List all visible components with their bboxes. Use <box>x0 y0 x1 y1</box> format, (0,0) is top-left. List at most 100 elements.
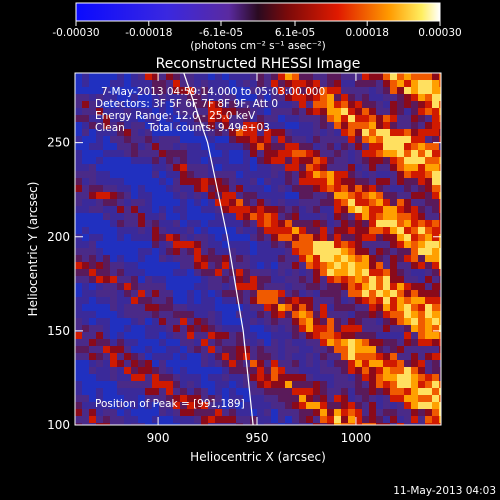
heatmap-cell <box>264 290 271 297</box>
heatmap-cell <box>124 283 131 290</box>
heatmap-cell <box>96 143 103 150</box>
heatmap-cell <box>166 171 173 178</box>
heatmap-cell <box>166 199 173 206</box>
heatmap-cell <box>117 192 124 199</box>
heatmap-cell <box>82 206 89 213</box>
heatmap-cell <box>327 346 334 353</box>
heatmap-cell <box>138 409 145 416</box>
heatmap-cell <box>152 416 159 423</box>
heatmap-cell <box>215 143 222 150</box>
heatmap-cell <box>369 304 376 311</box>
heatmap-cell <box>285 185 292 192</box>
heatmap-cell <box>439 80 441 87</box>
heatmap-cell <box>439 178 441 185</box>
heatmap-cell <box>173 360 180 367</box>
heatmap-cell <box>187 248 194 255</box>
heatmap-cell <box>432 423 439 425</box>
heatmap-cell <box>390 178 397 185</box>
heatmap-cell <box>82 129 89 136</box>
heatmap-cell <box>306 346 313 353</box>
heatmap-cell <box>187 129 194 136</box>
heatmap-cell <box>432 269 439 276</box>
heatmap-cell <box>341 157 348 164</box>
heatmap-cell <box>215 206 222 213</box>
heatmap-cell <box>229 409 236 416</box>
heatmap-cell <box>439 185 441 192</box>
heatmap-cell <box>299 325 306 332</box>
heatmap-cell <box>201 171 208 178</box>
heatmap-cell <box>138 192 145 199</box>
heatmap-cell <box>334 318 341 325</box>
heatmap-cell <box>117 220 124 227</box>
heatmap-cell <box>250 80 257 87</box>
heatmap-cell <box>89 367 96 374</box>
heatmap-cell <box>383 199 390 206</box>
heatmap-cell <box>166 136 173 143</box>
heatmap-cell <box>299 101 306 108</box>
heatmap-cell <box>222 276 229 283</box>
heatmap-cell <box>145 325 152 332</box>
heatmap-cell <box>236 178 243 185</box>
heatmap-cell <box>439 108 441 115</box>
heatmap-cell <box>145 192 152 199</box>
heatmap-cell <box>355 220 362 227</box>
heatmap-cell <box>145 381 152 388</box>
heatmap-cell <box>215 136 222 143</box>
heatmap-cell <box>285 80 292 87</box>
heatmap-cell <box>404 206 411 213</box>
footer-timestamp: 11-May-2013 04:03 <box>393 485 496 497</box>
heatmap-cell <box>320 353 327 360</box>
colorbar-units-label: (photons cm⁻² s⁻¹ asec⁻²) <box>190 40 325 52</box>
heatmap-cell <box>208 164 215 171</box>
heatmap-cell <box>208 325 215 332</box>
heatmap-cell <box>194 227 201 234</box>
heatmap-cell <box>194 178 201 185</box>
heatmap-cell <box>264 73 271 80</box>
heatmap-cell <box>236 416 243 423</box>
heatmap-cell <box>257 409 264 416</box>
heatmap-cell <box>264 143 271 150</box>
heatmap-cell <box>124 129 131 136</box>
heatmap-cell <box>306 255 313 262</box>
heatmap-cell <box>292 143 299 150</box>
heatmap-cell <box>180 283 187 290</box>
heatmap-cell <box>376 311 383 318</box>
heatmap-cell <box>320 206 327 213</box>
heatmap-cell <box>89 136 96 143</box>
heatmap-cell <box>250 395 257 402</box>
heatmap-cell <box>299 318 306 325</box>
heatmap-cell <box>145 290 152 297</box>
heatmap-cell <box>152 178 159 185</box>
heatmap-cell <box>250 388 257 395</box>
heatmap-cell <box>159 381 166 388</box>
heatmap-cell <box>355 395 362 402</box>
heatmap-cell <box>348 367 355 374</box>
heatmap-cell <box>376 227 383 234</box>
heatmap-cell <box>271 185 278 192</box>
heatmap-cell <box>418 255 425 262</box>
heatmap-cell <box>432 80 439 87</box>
heatmap-cell <box>397 87 404 94</box>
heatmap-cell <box>243 94 250 101</box>
heatmap-cell <box>376 423 383 425</box>
heatmap-cell <box>222 332 229 339</box>
heatmap-cell <box>292 325 299 332</box>
heatmap-cell <box>208 353 215 360</box>
heatmap-cell <box>299 360 306 367</box>
heatmap-cell <box>411 416 418 423</box>
heatmap-cell <box>82 171 89 178</box>
heatmap-cell <box>166 150 173 157</box>
heatmap-cell <box>152 213 159 220</box>
heatmap-cell <box>411 339 418 346</box>
heatmap-cell <box>89 192 96 199</box>
heatmap-cell <box>194 136 201 143</box>
heatmap-cell <box>411 87 418 94</box>
heatmap-cell <box>390 318 397 325</box>
heatmap-cell <box>257 360 264 367</box>
heatmap-cell <box>348 416 355 423</box>
heatmap-cell <box>334 192 341 199</box>
heatmap-cell <box>152 367 159 374</box>
heatmap-cell <box>306 101 313 108</box>
heatmap-cell <box>404 178 411 185</box>
heatmap-cell <box>376 150 383 157</box>
